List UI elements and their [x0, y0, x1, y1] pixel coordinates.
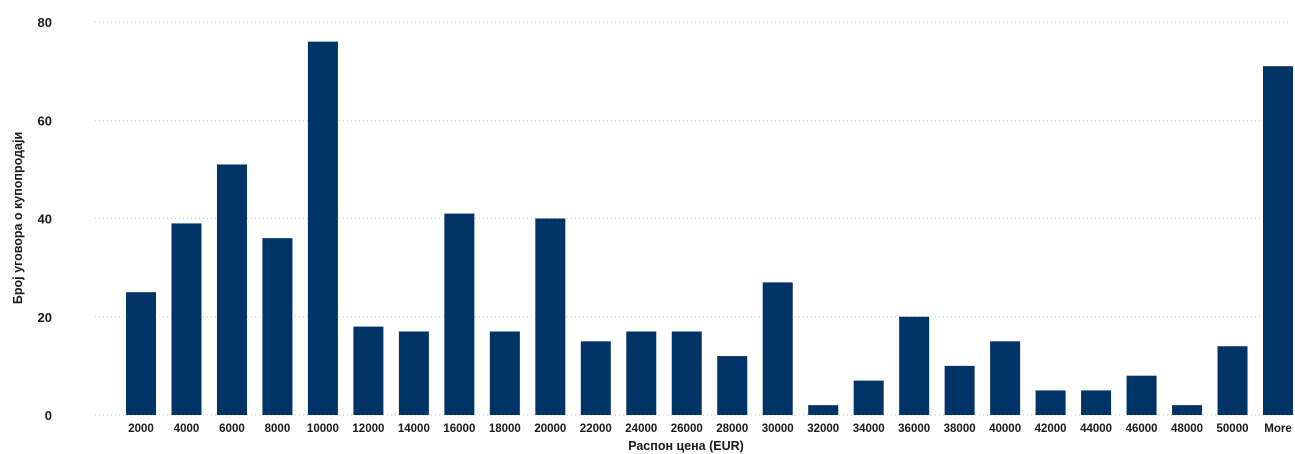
- bar-40000: [990, 341, 1021, 415]
- y-tick-label: 0: [45, 408, 52, 423]
- bar-18000: [489, 331, 520, 415]
- x-tick-label: 50000: [1217, 423, 1249, 435]
- x-tick-label: 4000: [174, 423, 200, 435]
- x-tick-label: 34000: [853, 423, 885, 435]
- bar-36000: [899, 316, 930, 415]
- bar-20000: [535, 218, 566, 415]
- bar-8000: [262, 238, 293, 415]
- bar-12000: [353, 326, 384, 415]
- bar-30000: [762, 282, 793, 415]
- bar-14000: [398, 331, 429, 415]
- y-tick-label: 20: [38, 310, 52, 325]
- bar-50000: [1217, 346, 1248, 415]
- bar-32000: [808, 405, 839, 415]
- bar-48000: [1172, 405, 1203, 415]
- x-tick-label: 44000: [1080, 423, 1112, 435]
- x-axis-ticks: 2000 4000 6000 8000 10000 12000 14000 16000 1800…: [128, 423, 1292, 435]
- x-tick-label: 18000: [489, 423, 521, 435]
- bar-44000: [1081, 390, 1112, 415]
- x-tick-label: 26000: [671, 423, 703, 435]
- x-tick-label: 42000: [1035, 423, 1067, 435]
- x-tick-label: 48000: [1171, 423, 1203, 435]
- bar-22000: [580, 341, 611, 415]
- bar-2000: [126, 292, 156, 415]
- x-tick-label: 20000: [534, 423, 566, 435]
- y-tick-label: 80: [38, 15, 52, 30]
- bars: [126, 41, 1293, 416]
- bar-16000: [444, 213, 475, 415]
- x-tick-label: 6000: [219, 423, 245, 435]
- x-tick-label: 46000: [1126, 423, 1158, 435]
- bar-28000: [717, 356, 748, 415]
- bar-4000: [171, 223, 202, 415]
- x-tick-label: 2000: [128, 423, 154, 435]
- x-tick-label: 16000: [443, 423, 475, 435]
- x-tick-label: 38000: [944, 423, 976, 435]
- bar-26000: [671, 331, 702, 415]
- x-tick-label: More: [1264, 423, 1291, 435]
- bar-38000: [944, 365, 975, 415]
- x-tick-label: 8000: [265, 423, 291, 435]
- x-tick-label: 30000: [762, 423, 794, 435]
- bar-24000: [626, 331, 657, 415]
- y-axis-ticks: 0 20 40 60 80: [38, 15, 52, 423]
- x-tick-label: 10000: [307, 423, 339, 435]
- bar-34000: [853, 380, 884, 415]
- bar-6000: [216, 164, 247, 415]
- x-tick-label: 32000: [807, 423, 839, 435]
- y-tick-label: 40: [38, 212, 52, 227]
- x-tick-label: 14000: [398, 423, 430, 435]
- x-tick-label: 12000: [352, 423, 384, 435]
- x-tick-label: 36000: [898, 423, 930, 435]
- y-tick-label: 60: [38, 113, 52, 128]
- x-axis-title: Распон цена (EUR): [628, 439, 744, 453]
- y-axis-title: Број уговора о купопродаји: [11, 132, 25, 304]
- bar-46000: [1126, 375, 1157, 415]
- x-tick-label: 24000: [625, 423, 657, 435]
- x-tick-label: 28000: [716, 423, 748, 435]
- bar-10000: [307, 41, 338, 416]
- bar-42000: [1035, 390, 1066, 415]
- bar-more: [1263, 66, 1293, 416]
- x-tick-label: 22000: [580, 423, 612, 435]
- x-tick-label: 40000: [989, 423, 1021, 435]
